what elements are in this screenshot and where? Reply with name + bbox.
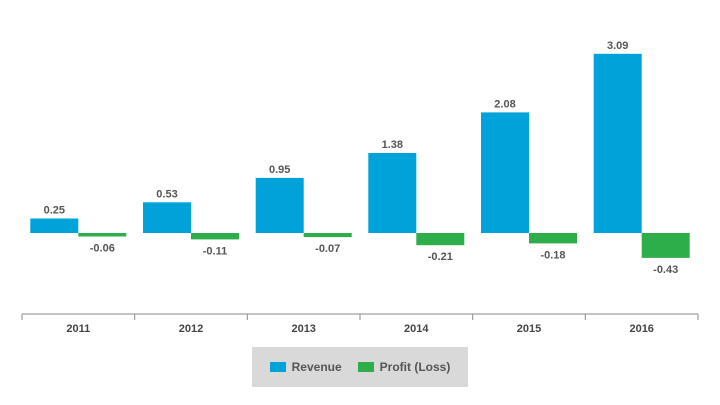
legend-label-revenue: Revenue [291,360,342,374]
value-label-revenue-2013: 0.95 [269,164,290,176]
value-label-revenue-2015: 2.08 [494,98,515,110]
value-label-revenue-2011: 0.25 [44,205,65,217]
bar-revenue-2011[interactable] [30,218,79,234]
legend-item-profit-loss[interactable]: Profit (Loss) [357,360,451,374]
value-labels-layer: 0.25 -0.06 0.53 -0.11 0.95 -0.07 1.38 -0.21 2.08… [44,40,679,276]
bar-revenue-2014[interactable] [368,153,417,233]
bar-revenue-2012[interactable] [143,202,191,233]
bar-profit-loss-2011[interactable] [78,233,127,237]
x-axis-ticks: 2011 2012 2013 2014 2015 2016 [21,314,699,335]
bars-layer [30,53,690,258]
legend-item-revenue[interactable]: Revenue [269,360,342,374]
legend-label-profit-loss: Profit (Loss) [379,360,451,374]
bar-profit-loss-2016[interactable] [641,233,690,258]
bar-revenue-2016[interactable] [593,53,642,233]
value-label-profit-loss-2013: -0.07 [315,243,340,255]
bar-revenue-2015[interactable] [481,112,529,233]
x-tick-label-2014: 2014 [404,323,429,335]
value-label-revenue-2014: 1.38 [382,139,403,151]
value-label-profit-loss-2014: -0.21 [428,251,453,263]
bar-revenue-2013[interactable] [255,177,304,233]
x-tick-label-2016: 2016 [629,323,653,335]
value-label-revenue-2012: 0.53 [156,188,177,200]
legend: Revenue Profit (Loss) [252,347,468,387]
bar-profit-loss-2012[interactable] [191,233,239,240]
value-label-profit-loss-2016: -0.43 [653,264,678,276]
value-label-profit-loss-2015: -0.18 [540,249,565,261]
x-tick-label-2015: 2015 [517,323,541,335]
value-label-profit-loss-2012: -0.11 [203,245,227,257]
value-label-revenue-2016: 3.09 [607,40,628,52]
bar-profit-loss-2014[interactable] [416,233,465,246]
value-label-profit-loss-2011: -0.06 [90,243,115,255]
bar-profit-loss-2013[interactable] [303,233,352,238]
legend-swatch-profit-loss [357,362,374,372]
bar-profit-loss-2015[interactable] [529,233,577,244]
x-tick-label-2011: 2011 [66,323,90,335]
legend-swatch-revenue [269,362,286,372]
x-tick-label-2012: 2012 [179,323,203,335]
x-tick-label-2013: 2013 [291,323,315,335]
